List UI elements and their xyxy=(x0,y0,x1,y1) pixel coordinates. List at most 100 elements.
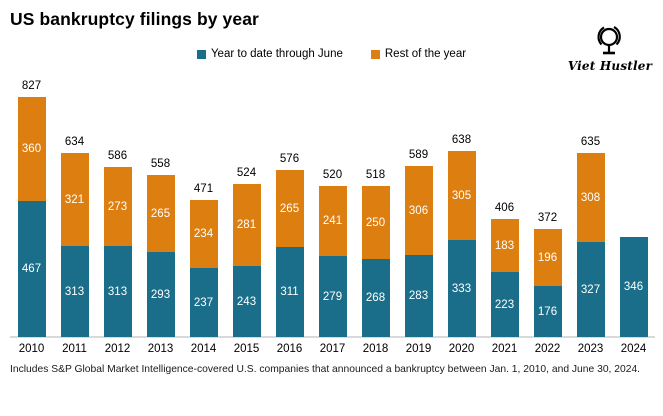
bar-column-2016: 265 311 576 xyxy=(268,76,311,338)
bar-column-2011: 321 313 634 xyxy=(53,76,96,338)
x-axis-label-2010: 2010 xyxy=(18,343,45,355)
bar-segment-ytd-through-june: 268 xyxy=(361,259,390,337)
bar-value-label: 346 xyxy=(623,281,644,293)
bar-stack: 273 313 xyxy=(103,167,132,337)
bar-columns: 360 467 827 321 313 634 273 313 586 265 293 558 234 2… xyxy=(10,76,655,338)
x-axis-label-2023: 2023 xyxy=(577,343,604,355)
bar-value-label: 183 xyxy=(494,239,515,252)
globe-icon xyxy=(597,26,621,55)
bar-segment-ytd-through-june: 346 xyxy=(619,237,648,337)
x-axis-label-2024: 2024 xyxy=(620,343,647,355)
bar-column-2024: 346 xyxy=(612,76,655,338)
bar-value-label: 311 xyxy=(280,286,299,298)
bar-segment-rest-of-year: 273 xyxy=(103,167,132,246)
bar-total-label: 576 xyxy=(279,153,300,165)
x-axis-label-2021: 2021 xyxy=(491,343,518,355)
bar-total-label: 635 xyxy=(580,136,601,148)
bar-value-label: 283 xyxy=(408,290,429,302)
bar-segment-ytd-through-june: 313 xyxy=(103,246,132,337)
bar-value-label: 237 xyxy=(193,296,214,309)
bar-segment-ytd-through-june: 313 xyxy=(60,246,89,337)
brand-name: Viet Hustler xyxy=(567,59,653,73)
bar-segment-ytd-through-june: 279 xyxy=(318,256,347,337)
bar-total-label: 827 xyxy=(21,80,42,92)
legend-swatch-rest-icon xyxy=(370,49,380,59)
bar-value-label: 176 xyxy=(537,305,558,318)
bar-value-label: 223 xyxy=(494,298,515,311)
bar-stack: 241 279 xyxy=(318,186,347,337)
bar-stack: 308 327 xyxy=(576,153,605,337)
bar-stack: 234 237 xyxy=(189,200,218,337)
legend-label-rest: Rest of the year xyxy=(384,48,467,60)
bar-value-label: 268 xyxy=(365,292,386,304)
bar-segment-rest-of-year: 196 xyxy=(533,229,562,286)
bar-column-2023: 308 327 635 xyxy=(569,76,612,338)
bar-stack: 265 311 xyxy=(275,170,304,337)
bar-column-2013: 265 293 558 xyxy=(139,76,182,338)
bar-segment-rest-of-year: 265 xyxy=(146,175,175,252)
chart-legend: Year to date through June Rest of the ye… xyxy=(0,48,663,60)
bar-segment-ytd-through-june: 327 xyxy=(576,242,605,337)
bar-segment-ytd-through-june: 223 xyxy=(490,272,519,337)
bar-stack: 306 283 xyxy=(404,166,433,337)
bar-value-label: 321 xyxy=(64,193,85,206)
bar-segment-ytd-through-june: 243 xyxy=(232,266,261,337)
x-axis-label-2014: 2014 xyxy=(190,343,217,355)
page-title: US bankruptcy filings by year xyxy=(10,9,259,29)
bar-segment-ytd-through-june: 311 xyxy=(275,247,304,337)
bar-segment-rest-of-year: 241 xyxy=(318,186,347,256)
x-axis-label-2016: 2016 xyxy=(276,343,303,355)
bar-column-2018: 250 268 518 xyxy=(354,76,397,338)
bar-stack: 265 293 xyxy=(146,175,175,337)
x-axis-label-2017: 2017 xyxy=(319,343,346,355)
bar-segment-rest-of-year: 265 xyxy=(275,170,304,247)
bar-total-label: 638 xyxy=(451,134,472,146)
bar-segment-rest-of-year: 281 xyxy=(232,184,261,266)
bar-column-2022: 196 176 372 xyxy=(526,76,569,338)
x-axis-label-2011: 2011 xyxy=(62,343,87,355)
x-axis-line xyxy=(10,336,655,338)
bar-stack: 183 223 xyxy=(490,219,519,337)
x-axis-label-2018: 2018 xyxy=(362,343,389,355)
bar-total-label: 520 xyxy=(322,169,343,181)
bar-chart: 360 467 827 321 313 634 273 313 586 265 293 558 234 2… xyxy=(10,76,655,338)
bar-value-label: 265 xyxy=(279,202,300,215)
bar-total-label: 518 xyxy=(365,169,386,181)
bar-stack: 321 313 xyxy=(60,153,89,337)
bar-segment-ytd-through-june: 293 xyxy=(146,252,175,337)
bar-segment-ytd-through-june: 237 xyxy=(189,268,218,337)
bar-stack: 196 176 xyxy=(533,229,562,337)
bar-value-label: 293 xyxy=(150,288,171,301)
bar-column-2020: 305 333 638 xyxy=(440,76,483,338)
x-axis-labels: 2010 2011 2012 2013 2014 2015 2016 2017 2018 2019… xyxy=(10,343,655,355)
bar-value-label: 243 xyxy=(236,295,257,308)
x-axis-label-2022: 2022 xyxy=(534,343,561,355)
bar-column-2015: 281 243 524 xyxy=(225,76,268,338)
x-axis-label-2013: 2013 xyxy=(147,343,174,355)
legend-swatch-ytd-icon xyxy=(196,49,206,59)
bar-stack: 360 467 xyxy=(17,97,46,337)
x-axis-label-2019: 2019 xyxy=(405,343,432,355)
bar-value-label: 467 xyxy=(21,263,42,275)
bar-column-2021: 183 223 406 xyxy=(483,76,526,338)
bar-stack: 250 268 xyxy=(361,186,390,337)
bar-value-label: 250 xyxy=(365,216,386,229)
bar-segment-ytd-through-june: 283 xyxy=(404,255,433,337)
bar-segment-rest-of-year: 321 xyxy=(60,153,89,246)
bar-segment-rest-of-year: 306 xyxy=(404,166,433,255)
bar-column-2014: 234 237 471 xyxy=(182,76,225,338)
bar-segment-rest-of-year: 183 xyxy=(490,219,519,272)
bar-segment-rest-of-year: 360 xyxy=(17,97,46,201)
x-axis-label-2012: 2012 xyxy=(104,343,131,355)
x-axis-label-2020: 2020 xyxy=(448,343,475,355)
bar-value-label: 305 xyxy=(451,189,472,202)
legend-item-ytd: Year to date through June xyxy=(196,48,343,60)
bar-value-label: 273 xyxy=(107,200,128,213)
bar-segment-rest-of-year: 250 xyxy=(361,186,390,259)
bar-segment-ytd-through-june: 176 xyxy=(533,286,562,337)
bar-value-label: 333 xyxy=(451,282,472,295)
bar-total-label: 634 xyxy=(64,136,85,148)
bar-value-label: 234 xyxy=(193,228,214,240)
bar-total-label: 524 xyxy=(236,167,257,179)
